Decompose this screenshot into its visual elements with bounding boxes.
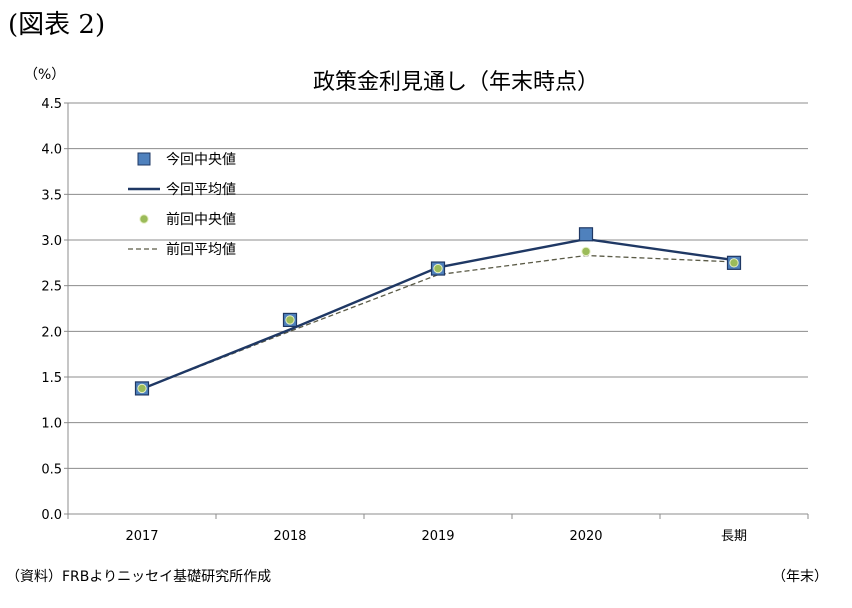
point-previous-median (581, 246, 591, 257)
legend-label: 今回平均値 (166, 182, 236, 198)
legend-label: 前回中央値 (166, 211, 236, 228)
x-tick-label: 2019 (421, 529, 454, 544)
x-tick-label: 2020 (569, 529, 602, 544)
y-tick-label: 4.5 (41, 97, 62, 112)
y-tick-label: 1.0 (41, 417, 62, 432)
point-previous-median (433, 263, 443, 274)
y-tick-label: 3.0 (41, 234, 62, 249)
point-previous-median (285, 315, 295, 325)
y-tick-label: 0.5 (41, 462, 62, 477)
y-tick-label: 0.0 (41, 508, 62, 523)
y-tick-label: 2.5 (41, 280, 62, 295)
point-current-median (578, 227, 594, 242)
legend-label: 今回中央値 (166, 152, 236, 168)
legend-label: 前回平均値 (166, 241, 236, 258)
point-previous-median (729, 258, 739, 268)
y-tick-label: 4.0 (41, 143, 62, 158)
source-note: （資料）FRBよりニッセイ基礎研究所作成 (6, 569, 272, 585)
x-tick-label: 2017 (125, 529, 158, 544)
legend-swatch-previous-median (139, 214, 149, 224)
legend-swatch-current-median (137, 152, 151, 166)
figure-label: (図表 2) (8, 10, 106, 40)
x-axis-unit: （年末） (772, 569, 828, 585)
y-tick-label: 1.5 (41, 371, 62, 386)
y-axis-unit: （%） (24, 67, 66, 83)
y-tick-label: 3.5 (41, 188, 62, 203)
x-tick-label: 2018 (273, 529, 306, 544)
chart-title: 政策金利見通し（年末時点） (312, 70, 599, 95)
y-tick-label: 2.0 (41, 325, 62, 340)
point-previous-median (137, 383, 147, 394)
x-tick-label: 長期 (721, 529, 747, 544)
